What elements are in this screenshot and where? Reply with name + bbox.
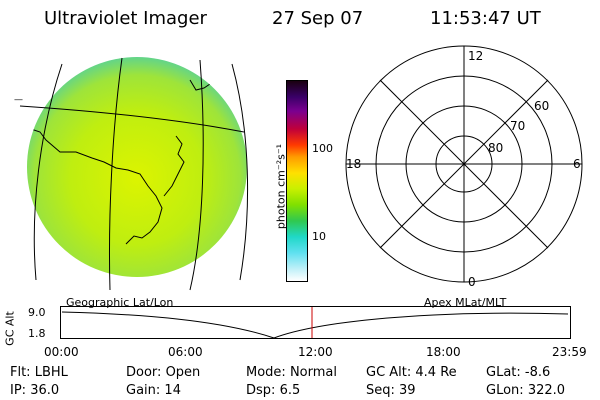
status-dsp: Dsp: 6.5 (246, 383, 301, 398)
svg-text:—: — (14, 95, 23, 105)
time-label: 11:53:47 UT (430, 8, 541, 29)
status-gc-alt: GC Alt: 4.4 Re (366, 365, 457, 380)
geo-latlon-label: Geographic Lat/Lon (66, 296, 174, 309)
polar-mlat-mlt-plot: 12 18 6 0 60 70 80 (345, 45, 583, 288)
x-tick-1200: 12:00 (298, 345, 333, 359)
lat-lon-grid (19, 57, 249, 291)
mlat-label-80: 80 (488, 141, 503, 155)
status-mode: Mode: Normal (246, 365, 337, 380)
instrument-title: Ultraviolet Imager (44, 8, 207, 29)
status-door: Door: Open (126, 365, 201, 380)
status-glon: GLon: 322.0 (486, 383, 566, 398)
status-seq: Seq: 39 (366, 383, 416, 398)
x-tick-0000: 00:00 (44, 345, 79, 359)
mlt-label-18: 18 (346, 157, 361, 171)
earth-disk (27, 57, 247, 277)
uv-image-panel: — (14, 57, 249, 291)
x-tick-2359: 23:59 (552, 345, 587, 359)
status-ip: IP: 36.0 (10, 383, 60, 398)
colorbar-unit-label: photon cm⁻²s⁻¹ (274, 143, 288, 230)
gc-alt-axis-label: GC Alt (3, 311, 17, 346)
mlt-label-6: 6 (573, 157, 581, 171)
mlat-label-70: 70 (510, 119, 525, 133)
date-label: 27 Sep 07 (272, 8, 364, 29)
x-tick-1800: 18:00 (426, 345, 461, 359)
color-scale-bar (286, 80, 308, 282)
altitude-timeline-plot (60, 306, 571, 339)
x-tick-0600: 06:00 (168, 345, 203, 359)
altitude-curve (61, 311, 569, 339)
mlat-label-60: 60 (534, 99, 549, 113)
status-gain: Gain: 14 (126, 383, 181, 398)
status-glat: GLat: -8.6 (486, 365, 551, 380)
colorbar-tick-100: 100 (312, 142, 333, 155)
mlt-label-12: 12 (468, 49, 483, 63)
coastlines (27, 79, 211, 245)
apex-mlat-mlt-label: Apex MLat/MLT (424, 296, 507, 309)
y-tick-9: 9.0 (28, 306, 46, 319)
y-tick-1-8: 1.8 (28, 327, 46, 340)
colorbar-tick-10: 10 (312, 230, 326, 243)
status-flt: Flt: LBHL (10, 365, 68, 380)
mlt-label-0: 0 (468, 275, 476, 288)
